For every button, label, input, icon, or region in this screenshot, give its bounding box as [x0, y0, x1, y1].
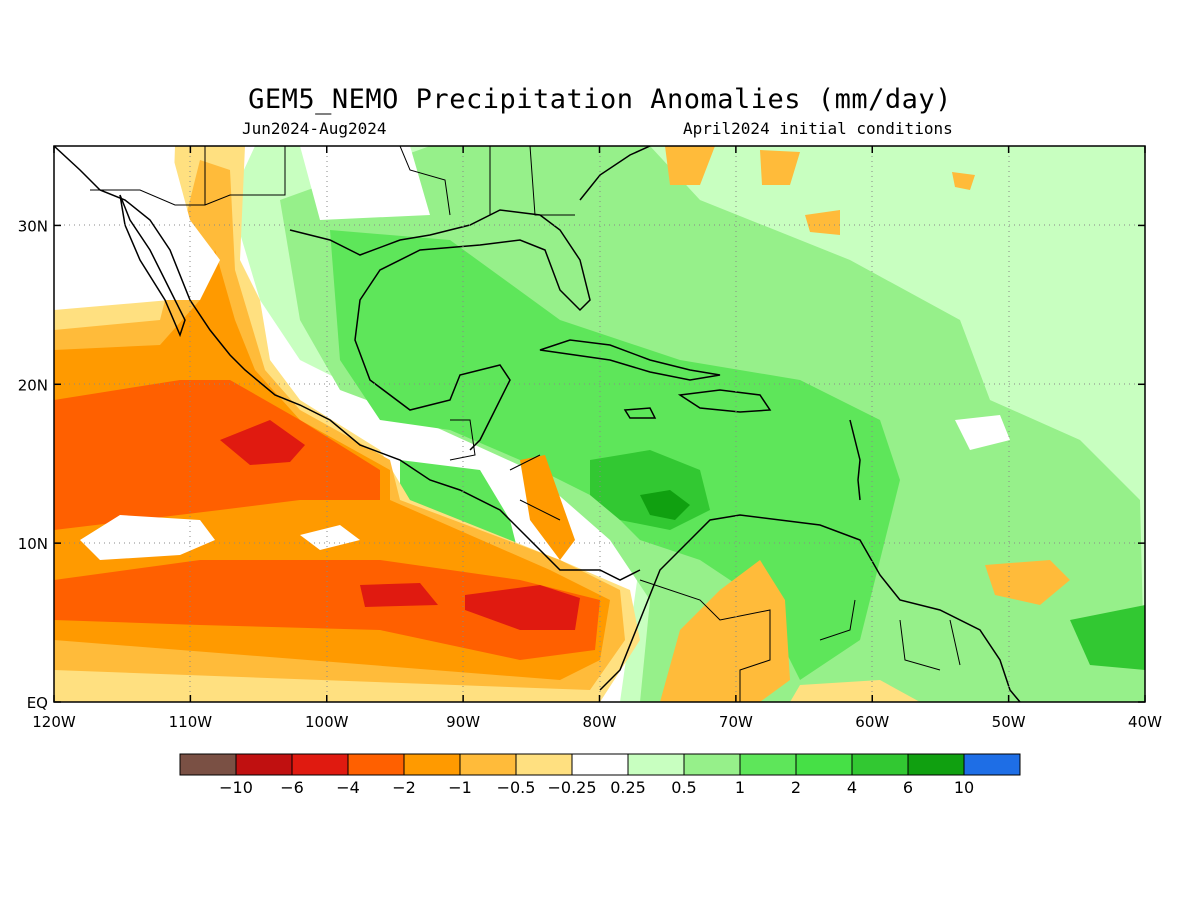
- x-tick-label: 70W: [719, 713, 753, 731]
- dry-field-core-south: [360, 583, 580, 630]
- colorbar-label: 0.25: [610, 778, 646, 797]
- border-us-states: [489, 146, 575, 216]
- border-south-america: [639, 579, 961, 702]
- colorbar-swatch: [963, 753, 1021, 776]
- colorbar-label: 1: [735, 778, 745, 797]
- y-tick-label: 20N: [18, 376, 48, 394]
- colorbar-label: 10: [954, 778, 974, 797]
- colorbar-label: −0.5: [497, 778, 536, 797]
- x-tick-label: 60W: [855, 713, 889, 731]
- colorbar-label: 2: [791, 778, 801, 797]
- x-tick-label: 120W: [32, 713, 76, 731]
- colorbar-label: −0.25: [547, 778, 596, 797]
- wet-field-atlantic-east: [1070, 605, 1145, 670]
- coastline-jamaica: [623, 407, 657, 419]
- wet-field-peak: [640, 490, 690, 520]
- neutral-regions: [54, 146, 1010, 560]
- y-tick-label: EQ: [27, 694, 48, 712]
- colorbar-swatch: [739, 753, 797, 776]
- colorbar-label: 6: [903, 778, 913, 797]
- grid-lines: [54, 146, 1145, 702]
- y-tick-label: 30N: [18, 217, 48, 235]
- colorbar: −10 −6 −4 −2 −1 −0.5 −0.25 0.25 0.5 1 2 4 6 10: [179, 753, 1021, 797]
- dry-field-north-atlantic: [665, 146, 975, 235]
- neutral-pacific-band: [80, 515, 360, 560]
- x-tick-label: 100W: [305, 713, 349, 731]
- colorbar-swatch: [347, 753, 405, 776]
- dry-field-atlantic: [985, 560, 1070, 605]
- x-tick-label: 80W: [583, 713, 617, 731]
- colorbar-label: −10: [219, 778, 253, 797]
- colorbar-swatch: [571, 753, 629, 776]
- colorbar-label: −2: [392, 778, 416, 797]
- map-area: [54, 146, 1145, 702]
- y-axis: EQ 10N 20N 30N: [18, 217, 1145, 712]
- border-central-america: [449, 419, 561, 521]
- colorbar-swatch: [627, 753, 685, 776]
- colorbar-label: −1: [448, 778, 472, 797]
- x-tick-label: 40W: [1128, 713, 1162, 731]
- colorbar-label: 0.5: [671, 778, 696, 797]
- coastline-south-america: [599, 514, 1021, 702]
- x-tick-label: 110W: [169, 713, 213, 731]
- colorbar-swatch: [851, 753, 909, 776]
- colorbar-label: −4: [336, 778, 360, 797]
- dry-field-caribbean-coast: [520, 455, 575, 560]
- y-tick-label: 10N: [18, 535, 48, 553]
- colorbar-swatch: [515, 753, 573, 776]
- x-tick-label: 50W: [992, 713, 1026, 731]
- colorbar-swatch: [291, 753, 349, 776]
- colorbar-swatch: [683, 753, 741, 776]
- coastline-lesser-antilles: [849, 419, 861, 501]
- borders: [90, 146, 961, 702]
- border-us-mexico: [90, 146, 451, 216]
- colorbar-swatch: [795, 753, 853, 776]
- coastline-hispaniola: [677, 389, 772, 413]
- colorbar-swatch: [907, 753, 965, 776]
- dry-field-strong-south: [54, 560, 600, 660]
- colorbar-swatch: [459, 753, 517, 776]
- coastline-mexico-pacific: [54, 146, 641, 581]
- initial-conditions: April2024 initial conditions: [683, 119, 953, 138]
- coastline-baja: [119, 194, 186, 338]
- coastline-cuba: [539, 339, 721, 381]
- colorbar-label: 4: [847, 778, 857, 797]
- dry-field-strong: [54, 380, 380, 530]
- x-axis: 120W 110W 100W 90W 80W 70W 60W 50W 40W: [32, 146, 1162, 731]
- dry-field-guianas: [790, 680, 920, 702]
- neutral-usa: [54, 146, 430, 300]
- chart-title: GEM5_NEMO Precipitation Anomalies (mm/da…: [248, 84, 952, 115]
- dry-field-venezuela: [660, 560, 790, 702]
- colorbar-swatch: [235, 753, 293, 776]
- colorbar-swatch: [179, 753, 237, 776]
- x-tick-label: 90W: [446, 713, 480, 731]
- forecast-period: Jun2024-Aug2024: [242, 119, 387, 138]
- colorbar-swatch: [403, 753, 461, 776]
- dry-field-core-north: [220, 420, 305, 465]
- neutral-atlantic-blob: [955, 415, 1010, 450]
- colorbar-label: −6: [280, 778, 304, 797]
- coastline-us-east: [579, 146, 651, 201]
